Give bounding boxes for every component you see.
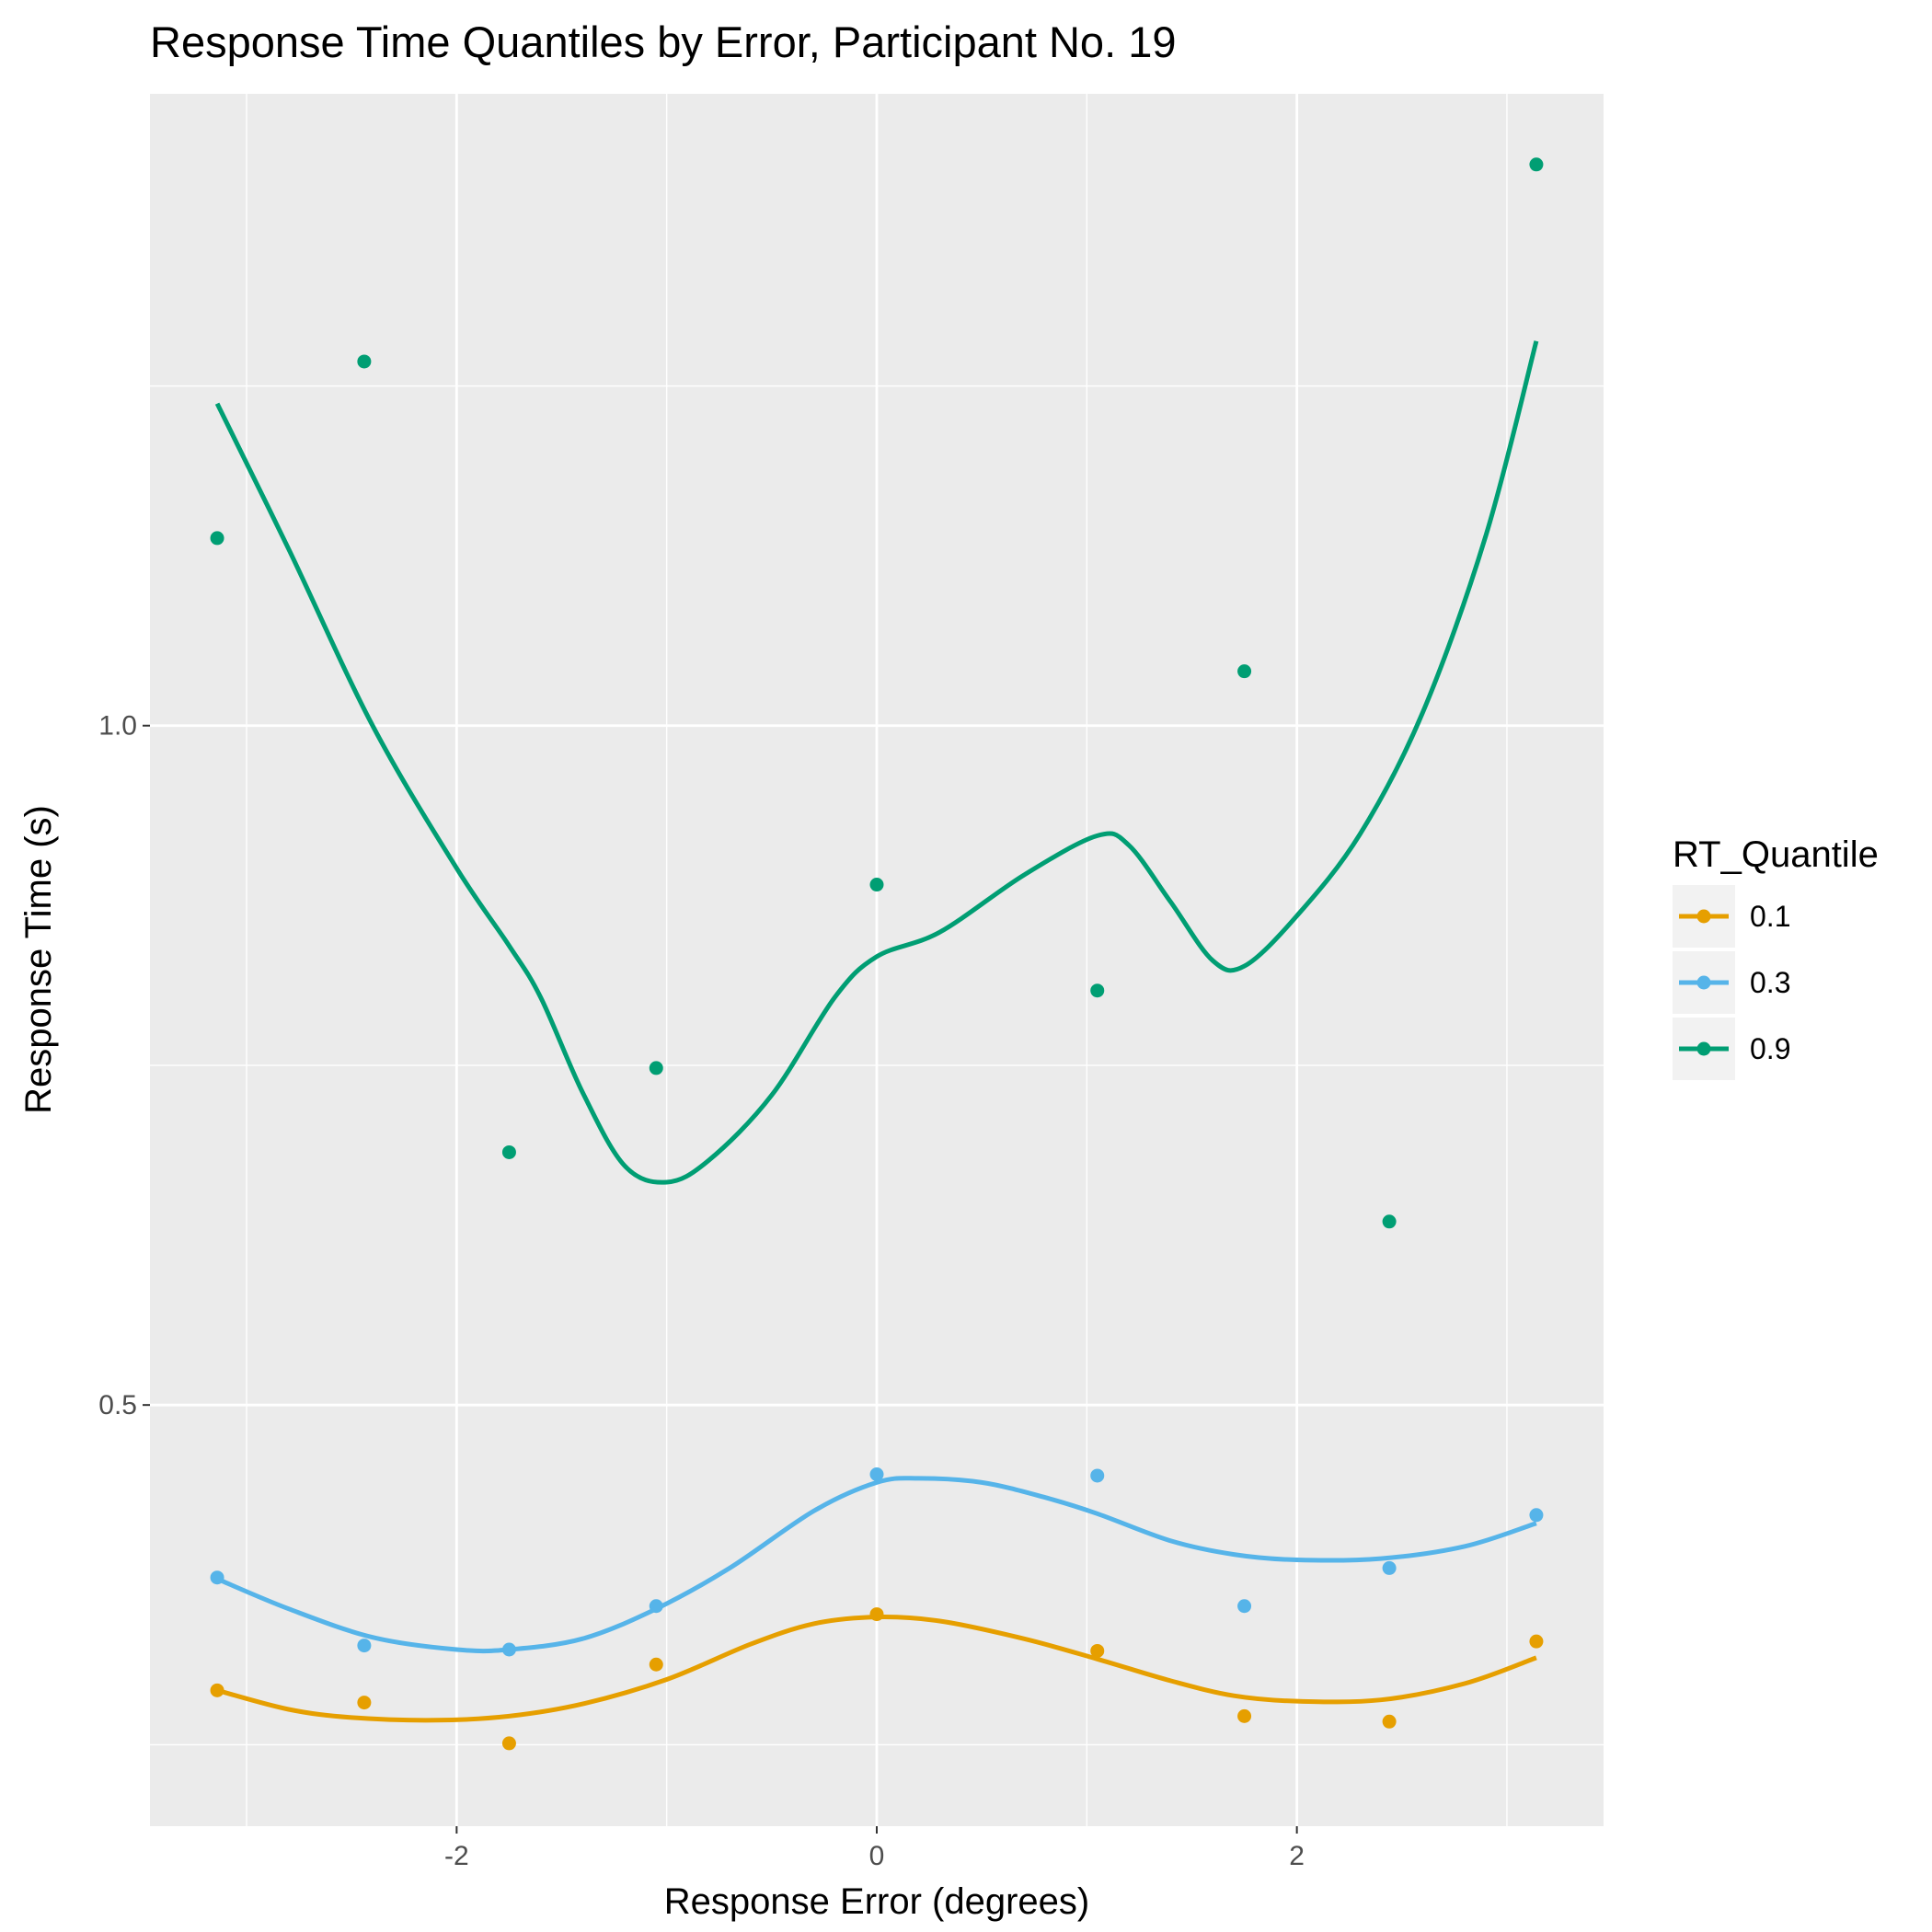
- data-point: [1382, 1214, 1397, 1229]
- y-tick-label: 1.0: [98, 711, 137, 742]
- series-layer: [210, 157, 1544, 1751]
- y-axis-label: Response Time (s): [18, 805, 59, 1114]
- x-axis-label: Response Error (degrees): [664, 1881, 1089, 1922]
- data-point: [501, 1144, 516, 1159]
- x-tick-label: -2: [444, 1841, 469, 1871]
- data-point: [649, 1061, 663, 1075]
- x-tick-label: 0: [869, 1841, 885, 1871]
- y-axis: 0.5 1.0: [98, 711, 150, 1420]
- data-point: [869, 1466, 884, 1481]
- data-point: [1237, 1599, 1252, 1614]
- data-point: [357, 1696, 372, 1710]
- smooth-line: [216, 1476, 1537, 1654]
- data-point: [357, 1639, 372, 1653]
- data-point: [210, 1683, 224, 1697]
- x-axis: -2 0 2: [444, 1826, 1305, 1871]
- chart-title: Response Time Quantiles by Error, Partic…: [150, 17, 1176, 66]
- data-point: [1382, 1560, 1397, 1575]
- data-point: [1237, 1708, 1252, 1723]
- major-gridlines: [150, 94, 1604, 1826]
- data-point: [1237, 664, 1252, 679]
- legend-label: 0.9: [1750, 1032, 1790, 1065]
- data-point: [1090, 1643, 1105, 1658]
- series-0.9: [210, 157, 1544, 1229]
- legend: RT_Quantile 0.1 0.3 0.9: [1673, 834, 1879, 1080]
- data-point: [1529, 157, 1544, 172]
- legend-key-point: [1696, 909, 1711, 924]
- data-point: [357, 354, 372, 369]
- data-point: [1090, 1468, 1105, 1483]
- y-tick-label: 0.5: [98, 1390, 137, 1420]
- legend-label: 0.3: [1750, 966, 1790, 999]
- smooth-line: [216, 1614, 1537, 1723]
- data-point: [501, 1736, 516, 1751]
- data-point: [869, 878, 884, 892]
- smooth-line: [214, 340, 1539, 1185]
- data-point: [1382, 1714, 1397, 1729]
- legend-title: RT_Quantile: [1673, 834, 1879, 875]
- legend-label: 0.1: [1750, 900, 1790, 933]
- legend-key-point: [1696, 1041, 1711, 1056]
- x-tick-label: 2: [1289, 1841, 1305, 1871]
- data-point: [649, 1657, 663, 1672]
- legend-key-point: [1696, 975, 1711, 990]
- series-0.1: [210, 1607, 1544, 1751]
- data-point: [1529, 1508, 1544, 1523]
- data-point: [1529, 1634, 1544, 1649]
- data-point: [1090, 983, 1105, 998]
- series-0.3: [210, 1466, 1544, 1657]
- data-point: [210, 531, 224, 546]
